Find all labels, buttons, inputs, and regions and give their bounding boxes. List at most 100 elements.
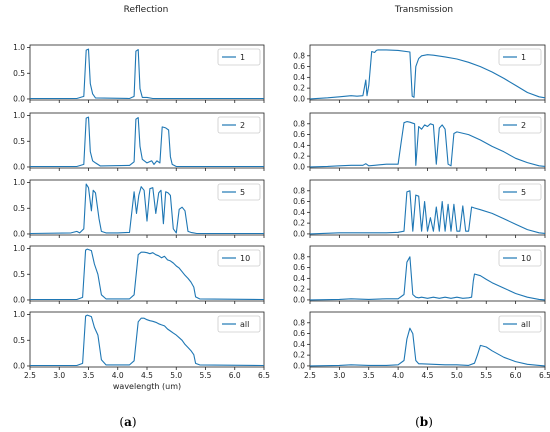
y-tick-label: 0.5 [13,204,25,213]
x-tick-label: 4.5 [422,371,434,380]
legend-label: 5 [521,188,526,197]
y-tick-label: 0.8 [293,252,305,261]
y-tick-label: 1.0 [13,43,25,52]
y-tick-label: 1.0 [13,111,25,120]
x-tick-label: 3.5 [83,371,95,380]
series-line-2 [309,121,546,168]
y-tick-label: 0.0 [293,295,305,304]
y-tick-label: 0.8 [293,318,305,327]
legend-box [217,315,261,333]
y-tick-label: 0.6 [293,62,305,71]
series-line-10 [309,256,546,301]
legend-box [498,183,542,201]
subplot-a-5: 0.0 0.5 1.0 5 [13,178,265,238]
legend-label: 2 [240,121,245,130]
y-tick-label: 1.0 [13,310,25,319]
x-tick-label: 3.0 [333,371,345,380]
legend-box [498,116,542,134]
subplot-b-1: 0.00.2 0.4 0.6 0.8 1 [293,44,546,103]
y-tick-label: 0.0 [13,361,25,370]
y-tick-label: 0.0 [13,295,25,304]
legend: all [498,315,542,333]
y-tick-label: 0.0 [293,361,305,370]
y-tick-label: 0.6 [293,263,305,272]
x-tick-label: 6.0 [229,371,241,380]
legend-label: all [240,320,249,329]
legend-box [217,116,261,134]
y-tick-label: 0.0 [293,162,305,171]
y-tick-label: 0.4 [293,73,305,82]
y-tick-label: 0.0 [293,94,305,103]
y-tick-label: 0.0 [13,94,25,103]
y-tick-label: 0.8 [293,51,305,60]
legend: 10 [217,249,261,267]
legend-label: all [521,320,530,329]
y-tick-label: 0.2 [293,285,305,294]
y-tick-label: 0.4 [293,141,305,150]
y-tick-label: 0.2 [293,219,305,228]
y-tick-label: 1.0 [13,244,25,253]
x-tick-label: 2.5 [24,371,36,380]
legend: 2 [498,116,542,134]
x-tick-label: 5.5 [480,371,492,380]
legend: 1 [498,48,542,66]
series-line-all [30,314,265,367]
plots-layer: 0.0 0.5 1.0 1 0.0 0.5 1.0 2 0.0 0.5 1.0 5 0.0 0.5 1.0 1… [13,43,550,391]
x-tick-label: 2.5 [304,371,316,380]
legend-label: 5 [240,188,245,197]
legend: 10 [498,249,542,267]
y-tick-label: 0.8 [293,119,305,128]
legend-label: 10 [521,254,531,263]
y-tick-label: 1.0 [13,178,25,187]
subplot-b-5: 0.00.2 0.4 0.6 0.8 5 [293,179,546,238]
y-tick-label: 0.5 [13,137,25,146]
y-tick-label: 0.4 [293,340,305,349]
y-tick-label: 0.5 [13,336,25,345]
y-tick-label: 0.0 [293,229,305,238]
panel-a-title: Reflection [124,5,169,15]
y-tick-label: 0.4 [293,274,305,283]
y-tick-label: 0.6 [293,329,305,338]
series-line-all [309,327,546,367]
x-tick-label: 6.5 [258,371,270,380]
series-line-2 [30,116,264,168]
x-tick-label: 6.5 [539,371,550,380]
y-tick-label: 0.4 [293,208,305,217]
y-tick-label: 0.0 [13,229,25,238]
y-tick-label: 0.5 [13,69,25,78]
x-tick-label: 6.0 [510,371,522,380]
legend: 5 [498,183,542,201]
legend-box [498,249,542,267]
legend-box [217,48,261,66]
caption-b: (b) [415,415,433,429]
subplot-b-all: 0.00.2 0.4 0.6 0.8 all [293,311,546,370]
legend: 2 [217,116,261,134]
legend-label: 10 [240,254,250,263]
x-tick-label: 4.0 [392,371,404,380]
series-line-5 [309,190,546,235]
legend-label: 1 [521,53,526,62]
legend-label: 2 [521,121,526,130]
x-tick-label: 5.0 [170,371,182,380]
legend-box [498,48,542,66]
x-tick-label: 4.5 [141,371,153,380]
x-tick-label: 4.0 [112,371,124,380]
y-tick-label: 0.2 [293,84,305,93]
x-tick-label: 5.5 [200,371,212,380]
series-line-1 [30,48,264,100]
legend-box [498,315,542,333]
subplot-a-all: 0.0 0.5 1.0 all [13,310,265,370]
y-tick-label: 0.2 [293,351,305,360]
y-tick-label: 0.5 [13,270,25,279]
subplot-a-10: 0.0 0.5 1.0 10 [13,244,265,304]
y-tick-label: 0.0 [13,162,25,171]
legend-box [217,249,261,267]
x-tick-label: 5.0 [451,371,463,380]
series-line-10 [30,248,265,301]
legend-label: 1 [240,53,245,62]
legend: all [217,315,261,333]
series-line-1 [309,49,546,100]
x-axis-label: wavelength (um) [113,382,181,391]
subplot-a-2: 0.0 0.5 1.0 2 [13,111,265,171]
